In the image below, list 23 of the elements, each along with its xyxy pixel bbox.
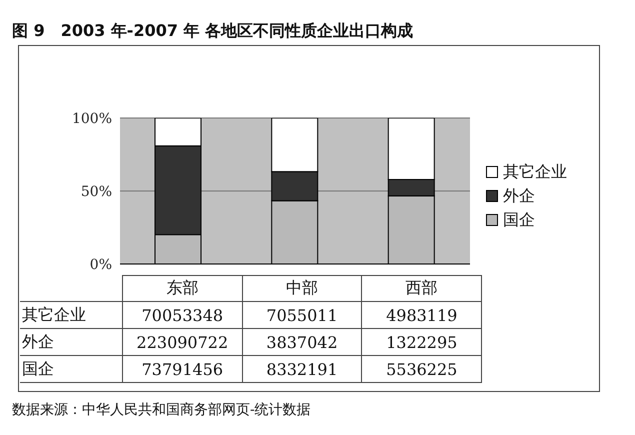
text: 其它企业 (20, 302, 122, 328)
text: 国企 (20, 356, 122, 382)
data-label: 1322295 (362, 328, 482, 356)
text: 外企 (20, 328, 122, 356)
data-label: 3837042 (242, 328, 362, 356)
data-label: 4983119 (362, 302, 482, 328)
chart-title: 图 9 2003 年-2007 年 各地区不同性质企业出口构成 (12, 21, 414, 42)
y-tick-label: 100% (72, 110, 112, 127)
y-tick-label: 0% (90, 256, 112, 273)
category-label: 东部 (122, 276, 242, 302)
source-note: 数据来源：中华人民共和国商务部网页-统计数据 (12, 401, 311, 419)
category-label: 中部 (242, 276, 362, 302)
category-label: 西部 (362, 276, 482, 302)
data-label: 5536225 (362, 356, 482, 382)
data-label: 70053348 (122, 302, 242, 328)
data-label: 8332191 (242, 356, 362, 382)
data-label: 7055011 (242, 302, 362, 328)
legend-label: 其它企业 (503, 161, 567, 183)
legend-label: 外企 (503, 185, 535, 207)
data-label: 223090722 (122, 328, 242, 356)
legend-label: 国企 (503, 209, 535, 231)
y-tick-label: 50% (80, 184, 112, 200)
data-label: 73791456 (122, 356, 242, 382)
